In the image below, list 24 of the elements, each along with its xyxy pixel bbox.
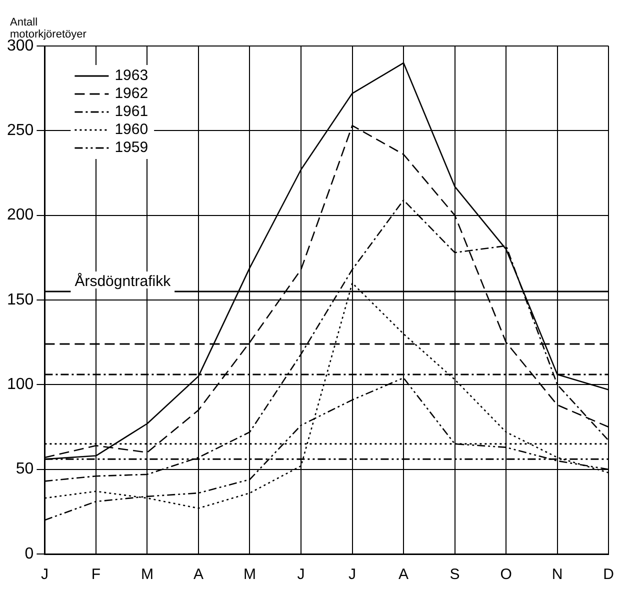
x-tick-label: M — [140, 566, 154, 584]
y-tick-label: 100 — [6, 376, 34, 394]
y-tick-label: 0 — [24, 545, 34, 562]
legend-label: 1961 — [114, 103, 148, 120]
x-tick-label: D — [603, 566, 614, 584]
y-tick-label: 150 — [6, 291, 34, 308]
x-tick-label: J — [40, 566, 48, 584]
x-tick-label: J — [297, 566, 305, 584]
y-tick-label: 250 — [6, 122, 34, 140]
x-tick-label: A — [398, 566, 409, 584]
x-tick-label: O — [500, 566, 512, 584]
x-tick-label: M — [243, 566, 256, 584]
legend-label: 1962 — [114, 85, 148, 102]
x-tick-label: F — [91, 566, 101, 584]
ref-line-label: Årsdögntrafikk — [74, 272, 172, 290]
legend-label: 1963 — [114, 67, 148, 84]
x-tick-label: S — [450, 566, 460, 584]
y-tick-label: 50 — [16, 460, 34, 478]
x-tick-label: N — [552, 566, 563, 584]
x-tick-label: A — [193, 566, 204, 584]
legend-label: 1960 — [114, 121, 148, 138]
legend-label: 1959 — [114, 139, 148, 156]
y-tick-label: 200 — [6, 206, 34, 224]
x-tick-label: J — [348, 566, 356, 584]
